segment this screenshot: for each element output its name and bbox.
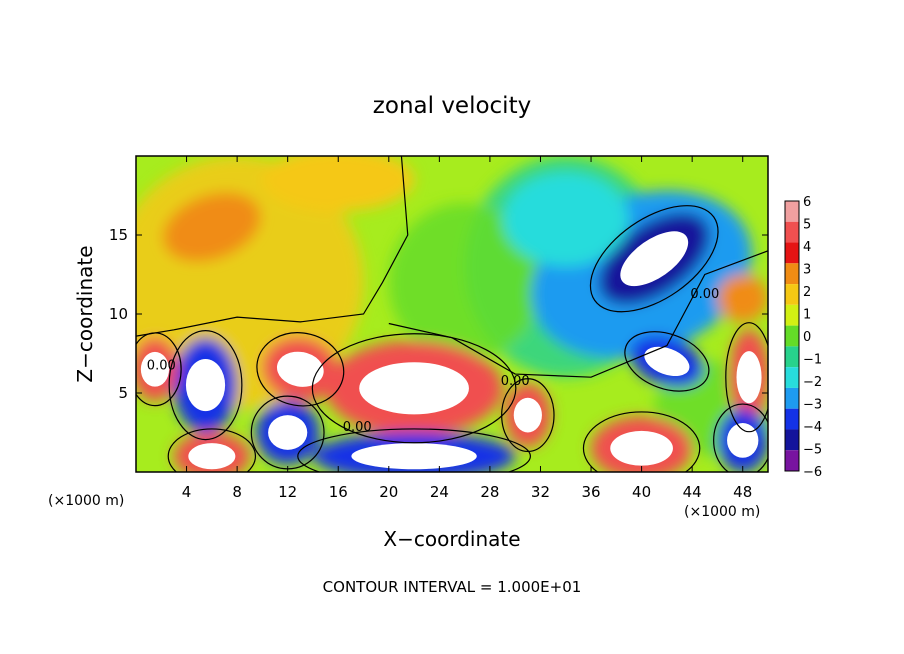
colorbar-label-11: −5 xyxy=(803,443,822,458)
colorbar-swatch-2 xyxy=(785,243,799,264)
x-tick-label-2: 12 xyxy=(278,483,297,501)
colorbar-swatch-11 xyxy=(785,429,799,450)
saturated-core-9 xyxy=(186,359,225,411)
y-tick-label-0: 5 xyxy=(118,384,128,402)
colorbar-label-1: 5 xyxy=(803,218,811,233)
colorbar-label-2: 4 xyxy=(803,240,811,255)
chart-title: zonal velocity xyxy=(373,93,531,119)
x-tick-label-4: 20 xyxy=(379,483,398,501)
contour-label-0: 0.00 xyxy=(343,420,372,435)
contour-interval-footer: CONTOUR INTERVAL = 1.000E+01 xyxy=(323,578,582,596)
saturated-core-14 xyxy=(514,398,542,433)
colorbar-swatch-10 xyxy=(785,409,799,430)
colorbar-swatch-12 xyxy=(785,450,799,471)
contour-label-2: 0.00 xyxy=(690,287,719,302)
y-tick-label-2: 15 xyxy=(109,226,128,244)
colorbar-label-6: 0 xyxy=(803,330,811,345)
colorbar-label-5: 1 xyxy=(803,308,811,323)
colorbar-swatch-6 xyxy=(785,326,799,347)
colorbar-swatch-0 xyxy=(785,201,799,222)
colorbar: 6 5 4 3 2 1 0 −1 −2 −3 −4 −5 −6 xyxy=(785,195,822,480)
heatmap-region-3 xyxy=(503,172,629,267)
x-tick-label-5: 24 xyxy=(430,483,449,501)
saturated-core-16 xyxy=(737,351,762,403)
x-tick-label-7: 32 xyxy=(531,483,550,501)
x-tick-label-3: 16 xyxy=(329,483,348,501)
heatmap-field xyxy=(111,148,781,485)
saturated-core-7 xyxy=(359,362,469,414)
x-tick-label-11: 48 xyxy=(733,483,752,501)
y-tick-label-1: 10 xyxy=(109,305,128,323)
contour-label-3: 0.00 xyxy=(147,358,176,373)
heatmap-region-6 xyxy=(717,275,768,322)
colorbar-swatch-1 xyxy=(785,222,799,243)
colorbar-swatch-8 xyxy=(785,367,799,388)
saturated-core-11 xyxy=(268,415,307,450)
colorbar-label-4: 2 xyxy=(803,285,811,300)
colorbar-label-8: −2 xyxy=(803,375,822,390)
x-tick-label-9: 40 xyxy=(632,483,651,501)
y-axis-label: Z−coordinate xyxy=(73,245,97,382)
colorbar-label-10: −4 xyxy=(803,420,822,435)
contour-label-1: 0.00 xyxy=(501,374,530,389)
colorbar-swatch-3 xyxy=(785,263,799,284)
saturated-core-15 xyxy=(610,431,673,466)
colorbar-label-9: −3 xyxy=(803,398,822,413)
colorbar-label-3: 3 xyxy=(803,263,811,278)
saturated-core-17 xyxy=(727,423,758,458)
x-unit-label-left: (×1000 m) xyxy=(48,493,124,509)
x-unit-label-right: (×1000 m) xyxy=(684,504,760,520)
colorbar-swatch-7 xyxy=(785,346,799,367)
x-tick-label-0: 4 xyxy=(182,483,192,501)
x-tick-label-6: 28 xyxy=(480,483,499,501)
saturated-core-13 xyxy=(351,443,476,469)
x-tick-label-8: 36 xyxy=(581,483,600,501)
saturated-core-12 xyxy=(188,443,235,469)
colorbar-swatch-4 xyxy=(785,284,799,305)
colorbar-label-7: −1 xyxy=(803,353,822,368)
x-axis-label: X−coordinate xyxy=(383,527,520,551)
x-tick-label-10: 44 xyxy=(683,483,702,501)
colorbar-swatch-5 xyxy=(785,305,799,326)
colorbar-label-12: −6 xyxy=(803,465,822,480)
x-tick-label-1: 8 xyxy=(232,483,242,501)
colorbar-swatch-9 xyxy=(785,388,799,409)
colorbar-label-0: 6 xyxy=(803,195,811,210)
